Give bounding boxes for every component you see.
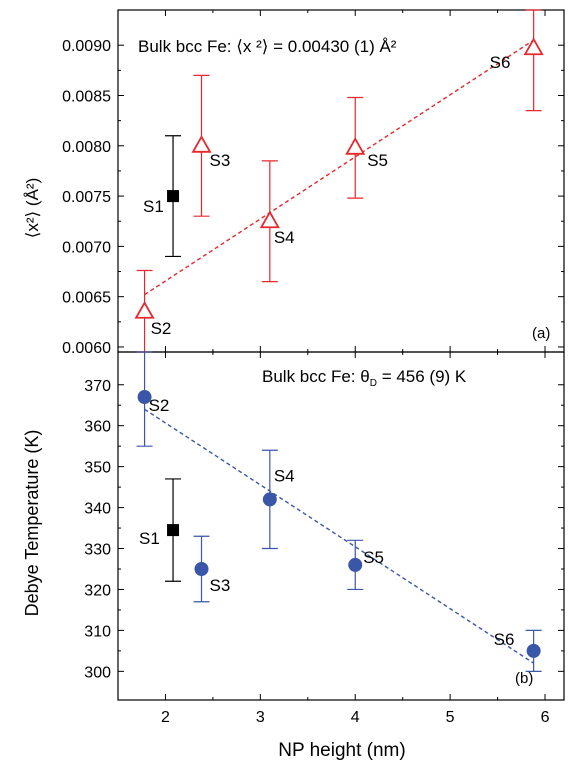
panel-a-point-s6: [523, 37, 544, 56]
panel-b-frame: [117, 351, 565, 701]
panel-b-point-label: S1: [139, 529, 160, 548]
panel-a-point-label: S4: [274, 228, 295, 247]
panel-b-ytick-label: 340: [84, 501, 111, 518]
panel-b-label: (b): [515, 670, 533, 687]
panel-b-ytick-label: 310: [84, 623, 111, 640]
panel-a-point-label: S3: [210, 151, 231, 170]
panel-a-point-s2: [134, 300, 155, 319]
panel-b: 300 310 320 330 340 350 360 370 2 3 4 5 6 S1 S2 S3 S4 S5 S…: [84, 351, 565, 726]
x-tick-label: 5: [446, 709, 455, 726]
panel-a-point-label: S6: [490, 53, 511, 72]
panel-a-point-s1: [167, 190, 180, 203]
panel-a-point-s4: [259, 210, 280, 229]
panel-a-ytick-label: 0.0060: [62, 340, 111, 357]
panel-a-point-label: S2: [151, 319, 172, 338]
x-tick-label: 2: [161, 709, 170, 726]
panel-b-ytick-label: 320: [84, 582, 111, 599]
panel-b-point-s2: [137, 390, 152, 405]
panel-b-ytick-label: 300: [84, 664, 111, 681]
panel-a-annotation: Bulk bcc Fe: ⟨x ²⟩ = 0.00430 (1) Å²: [138, 37, 397, 56]
panel-b-point-s4: [262, 492, 277, 507]
panel-b-point-s6: [526, 643, 541, 658]
x-tick-label: 4: [351, 709, 360, 726]
panel-b-point-label: S6: [494, 630, 515, 649]
panel-b-ytick-label: 330: [84, 542, 111, 559]
panel-a-fit-line: [144, 39, 535, 296]
panel-a-ytick-label: 0.0090: [62, 38, 111, 55]
panel-b-annotation-prefix: Bulk bcc Fe:: [262, 367, 360, 386]
x-axis-label: NP height (nm): [278, 740, 405, 761]
panel-a-label: (a): [532, 325, 550, 342]
panel-b-ylabel: Debye Temperature (K): [22, 430, 42, 617]
panel-b-annotation: Bulk bcc Fe: θD = 456 (9) K: [262, 367, 467, 389]
theta-subscript: D: [370, 378, 377, 389]
panel-b-ytick-label: 350: [84, 460, 111, 477]
panel-b-point-label: S4: [274, 466, 295, 485]
panel-a-ytick-label: 0.0070: [62, 239, 111, 256]
panel-b-point-s3: [194, 561, 209, 576]
panel-a-ytick-label: 0.0085: [62, 89, 111, 106]
x-tick-label: 6: [541, 709, 550, 726]
panel-b-ytick-label: 360: [84, 419, 111, 436]
panel-a-point-label: S1: [143, 197, 164, 216]
panel-b-point-label: S5: [363, 548, 384, 567]
panel-a-ylabel: ⟨x²⟩ (Å²): [23, 178, 42, 238]
x-tick-label: 3: [256, 709, 265, 726]
panel-b-ytick-label: 370: [84, 378, 111, 395]
panel-b-point-s5: [348, 557, 363, 572]
panel-a-point-s3: [191, 134, 212, 153]
panel-a-point-label: S5: [367, 151, 388, 170]
panel-b-point-label: S2: [149, 396, 170, 415]
panel-b-point-label: S3: [210, 576, 231, 595]
panel-a: 0.0060 0.0065 0.0070 0.0075 0.0080 0.0085 0.00…: [62, 9, 565, 357]
panel-a-ytick-label: 0.0075: [62, 189, 111, 206]
panel-b-point-s1: [167, 524, 180, 537]
panel-a-ytick-label: 0.0065: [62, 290, 111, 307]
panel-b-fit-line: [144, 408, 535, 664]
panel-a-ytick-label: 0.0080: [62, 139, 111, 156]
theta-symbol: θ: [360, 367, 369, 386]
panel-b-annotation-suffix: = 456 (9) K: [377, 367, 467, 386]
panel-a-point-s5: [345, 136, 366, 155]
